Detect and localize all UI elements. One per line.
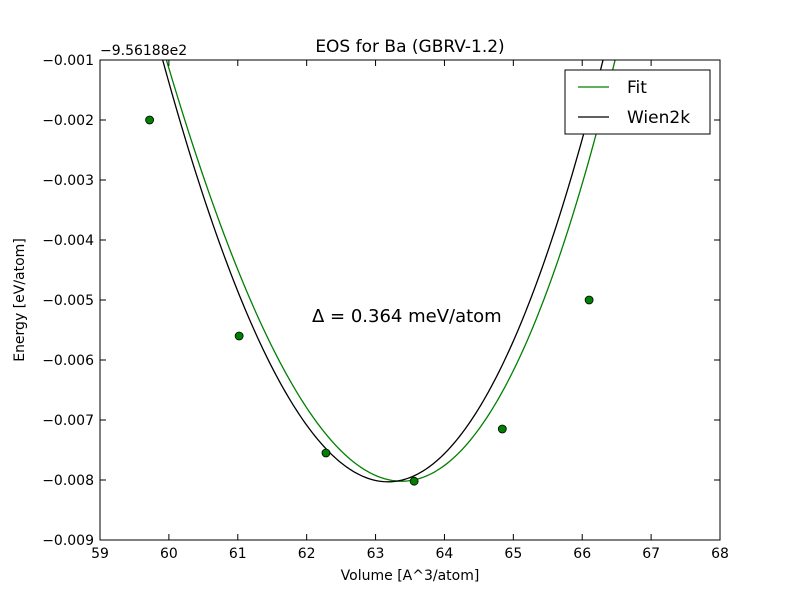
x-tick-label: 63 <box>367 546 385 562</box>
y-tick-label: −0.005 <box>42 293 94 309</box>
chart-title: EOS for Ba (GBRV-1.2) <box>315 37 504 57</box>
y-tick-label: −0.002 <box>42 113 94 129</box>
data-point <box>145 115 155 125</box>
legend-box <box>564 69 711 135</box>
legend-label-fit: Fit <box>627 78 647 98</box>
data-point <box>497 424 507 434</box>
legend: Fit Wien2k <box>564 69 711 135</box>
x-tick-label: 62 <box>298 546 316 562</box>
y-axis-label: Energy [eV/atom] <box>12 238 28 362</box>
y-tick-label: −0.009 <box>42 533 94 549</box>
x-tick-label: 59 <box>91 546 109 562</box>
delta-annotation: Δ = 0.364 meV/atom <box>312 306 502 327</box>
legend-label-wien2k: Wien2k <box>627 108 690 128</box>
y-tick-label: −0.004 <box>42 233 94 249</box>
data-point <box>234 331 244 341</box>
data-point <box>321 448 331 458</box>
x-tick-label: 61 <box>229 546 247 562</box>
x-tick-label: 64 <box>436 546 454 562</box>
axes-frame <box>99 59 721 541</box>
data-point <box>584 295 594 305</box>
x-axis-label: Volume [A^3/atom] <box>341 568 480 584</box>
plot-background <box>100 60 720 540</box>
x-tick-label: 67 <box>642 546 660 562</box>
data-point <box>409 476 419 486</box>
x-tick-label: 68 <box>711 546 729 562</box>
y-tick-label: −0.006 <box>42 353 94 369</box>
y-offset-label: −9.56188e2 <box>100 43 187 59</box>
x-tick-label: 65 <box>504 546 522 562</box>
y-tick-label: −0.007 <box>42 413 94 429</box>
y-tick-label: −0.001 <box>42 53 94 69</box>
y-tick-label: −0.003 <box>42 173 94 189</box>
x-tick-label: 60 <box>160 546 178 562</box>
x-tick-label: 66 <box>573 546 591 562</box>
y-tick-label: −0.008 <box>42 473 94 489</box>
